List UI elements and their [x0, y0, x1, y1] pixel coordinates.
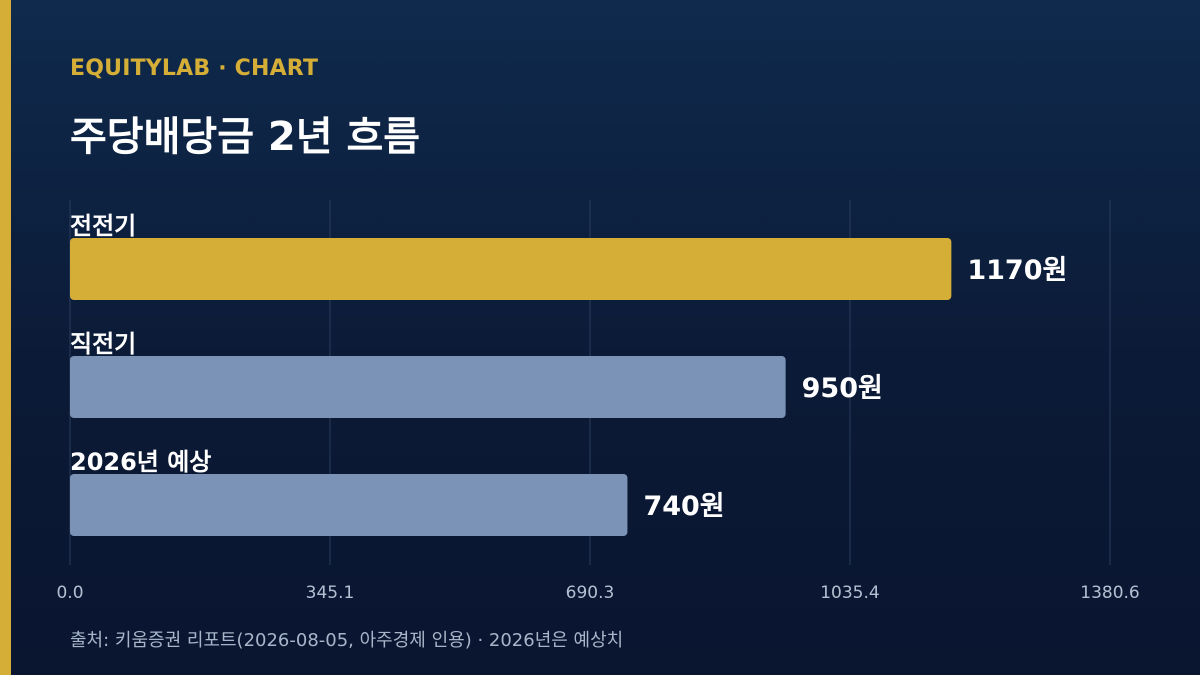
- category-label: 직전기: [70, 330, 136, 358]
- bar: [70, 238, 952, 300]
- bar: [70, 356, 786, 418]
- value-label: 950원: [802, 373, 883, 404]
- source-note: 출처: 키움증권 리포트(2026-08-05, 아주경제 인용) · 2026…: [70, 630, 624, 651]
- left-accent-bar: [0, 0, 11, 675]
- x-tick-label: 1035.4: [820, 583, 879, 603]
- x-tick-label: 0.0: [56, 583, 83, 603]
- category-label: 전전기: [70, 212, 136, 240]
- chart-title: 주당배당금 2년 흐름: [70, 114, 421, 160]
- value-label: 1170원: [967, 255, 1067, 286]
- x-tick-label: 690.3: [566, 583, 615, 603]
- value-label: 740원: [643, 491, 724, 522]
- bar: [70, 474, 628, 536]
- category-label: 2026년 예상: [70, 448, 211, 476]
- kicker-label: EQUITYLAB · CHART: [70, 56, 319, 81]
- x-tick-label: 345.1: [306, 583, 355, 603]
- x-tick-label: 1380.6: [1080, 583, 1139, 603]
